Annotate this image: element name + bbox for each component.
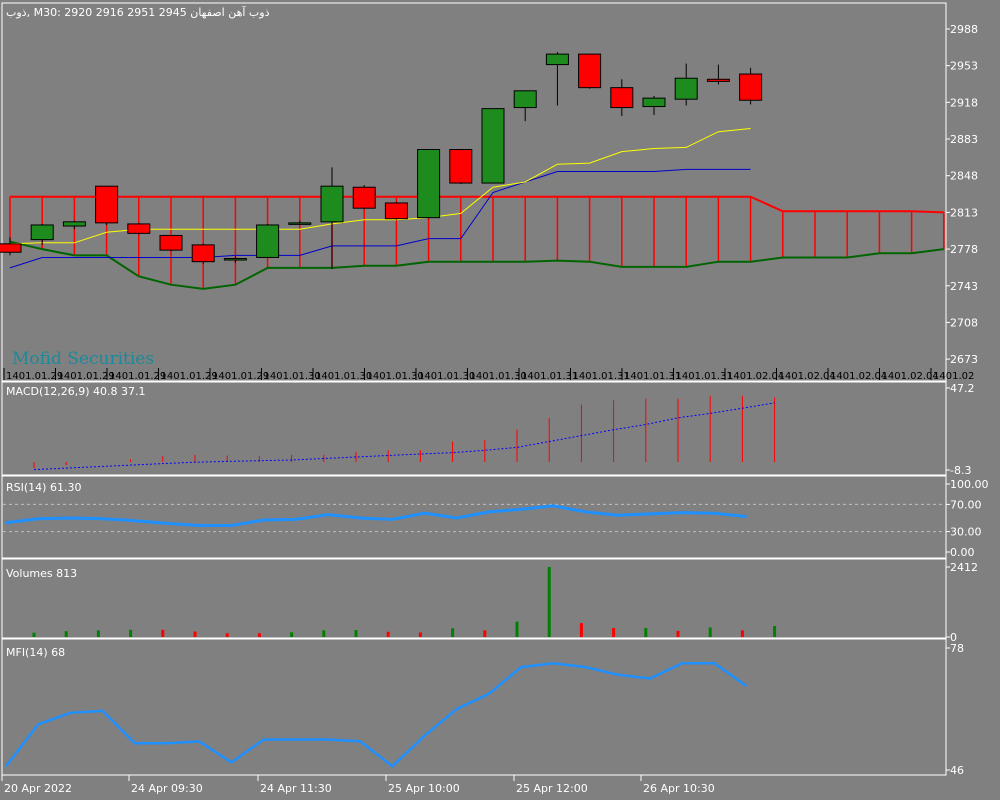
volume-chart — [32, 567, 777, 637]
macd-chart — [33, 395, 776, 471]
time-axis-label: 24 Apr 09:30 — [131, 782, 203, 795]
date-row-label: 1401.01.30 — [470, 371, 527, 382]
rsi-tick-label: 0.00 — [950, 546, 975, 559]
candle-body — [0, 243, 22, 253]
candle-body — [674, 77, 698, 100]
candle-body — [578, 53, 602, 89]
date-row-label: 1401.02.04 — [830, 371, 887, 382]
price-chart — [0, 52, 945, 290]
candle-body — [610, 87, 634, 109]
date-row-label: 1401.01.30 — [264, 371, 321, 382]
rsi-tick-label: 70.00 — [950, 498, 982, 511]
date-row-label: 1401.01.31 — [573, 371, 630, 382]
price-tick-label: 2673 — [950, 353, 978, 366]
senkou-span-b-line — [9, 240, 944, 290]
time-axis-label: 26 Apr 10:30 — [643, 782, 715, 795]
volume-title: Volumes 813 — [6, 567, 77, 580]
candle-body — [191, 244, 215, 263]
watermark-logo: Mofid Securities — [12, 349, 154, 369]
rsi-tick-label: 100.00 — [950, 478, 989, 491]
volume-tick-label: 2412 — [950, 561, 978, 574]
candle-body — [127, 223, 151, 234]
date-row-label: 1401.01.31 — [676, 371, 733, 382]
time-axis-label: 24 Apr 11:30 — [260, 782, 332, 795]
date-row-label: 1401.01.31 — [521, 371, 578, 382]
candle-body — [384, 202, 408, 220]
rsi-panel-frame — [1, 475, 947, 559]
candle-body — [545, 53, 569, 66]
rsi-title: RSI(14) 61.30 — [6, 481, 81, 494]
price-tick-label: 2953 — [950, 60, 978, 73]
candle-body — [159, 234, 183, 251]
candle-body — [352, 186, 376, 209]
price-tick-label: 2883 — [950, 133, 978, 146]
date-row-label: 1401.01.29 — [109, 371, 166, 382]
mfi-line — [5, 662, 748, 768]
date-row-label: 1401.01.30 — [315, 371, 372, 382]
mfi-title: MFI(14) 68 — [6, 646, 65, 659]
volume-panel-frame — [1, 558, 947, 639]
date-row-label: 1401.01.29 — [6, 371, 63, 382]
candle-body — [256, 224, 280, 258]
date-row-label: 1401.01.29 — [161, 371, 218, 382]
symbol-header: ذوب, M30: 2920 2916 2951 2945 ذوب آهن اص… — [6, 5, 270, 19]
date-row-label: 1401.02.04 — [882, 371, 939, 382]
rsi-line — [5, 504, 747, 527]
candle-body — [223, 258, 247, 261]
candle-body — [481, 108, 505, 184]
price-panel-frame — [1, 2, 947, 382]
mfi-tick-label: 78 — [950, 642, 964, 655]
rsi-tick-label: 30.00 — [950, 526, 982, 539]
axis-labels: 2988 2953 2918 2883 2848 2813 2778 2743 2708 2673… — [1, 23, 989, 795]
volume-tick-label: 0 — [950, 631, 957, 644]
time-axis-label: 25 Apr 10:00 — [388, 782, 460, 795]
senkou-span-a-line — [10, 195, 944, 214]
date-row-label: 1401.01.29 — [212, 371, 269, 382]
mfi-panel-frame — [1, 638, 947, 776]
candle-body — [739, 73, 763, 101]
date-row-label: 1401.01.31 — [624, 371, 681, 382]
mfi-tick-label: 46 — [950, 764, 964, 777]
candle-body — [95, 185, 119, 224]
candle-body — [706, 78, 730, 82]
candle-body — [30, 224, 54, 241]
date-row-label: 1401.01.30 — [367, 371, 424, 382]
price-tick-label: 2813 — [950, 206, 978, 219]
candle-body — [320, 185, 344, 223]
macd-tick-label: -8.3 — [950, 464, 971, 477]
date-row-label: 1401.02 — [933, 371, 974, 382]
price-tick-label: 2988 — [950, 23, 978, 36]
candle-body — [642, 97, 666, 108]
price-tick-label: 2918 — [950, 96, 978, 109]
candle-body — [513, 90, 537, 109]
time-axis-label: 25 Apr 12:00 — [516, 782, 588, 795]
price-tick-label: 2743 — [950, 280, 978, 293]
candle-body — [417, 149, 441, 219]
mfi-chart — [5, 662, 748, 768]
candle-body — [62, 221, 86, 227]
price-tick-label: 2848 — [950, 170, 978, 183]
date-row-label: 1401.02.04 — [779, 371, 836, 382]
date-row-label: 1401.01.30 — [418, 371, 475, 382]
time-axis-label: 20 Apr 2022 — [4, 782, 72, 795]
date-row-label: 1401.01.29 — [58, 371, 115, 382]
candle-body — [288, 222, 312, 225]
price-tick-label: 2708 — [950, 316, 978, 329]
rsi-chart — [3, 503, 945, 533]
macd-tick-label: 47.2 — [950, 382, 975, 395]
price-tick-label: 2778 — [950, 243, 978, 256]
kijun-sen-line — [9, 168, 751, 269]
candle-body — [449, 149, 473, 184]
macd-panel-frame — [1, 381, 947, 476]
macd-title: MACD(12,26,9) 40.8 37.1 — [6, 385, 146, 398]
date-row-label: 1401.02.04 — [727, 371, 784, 382]
